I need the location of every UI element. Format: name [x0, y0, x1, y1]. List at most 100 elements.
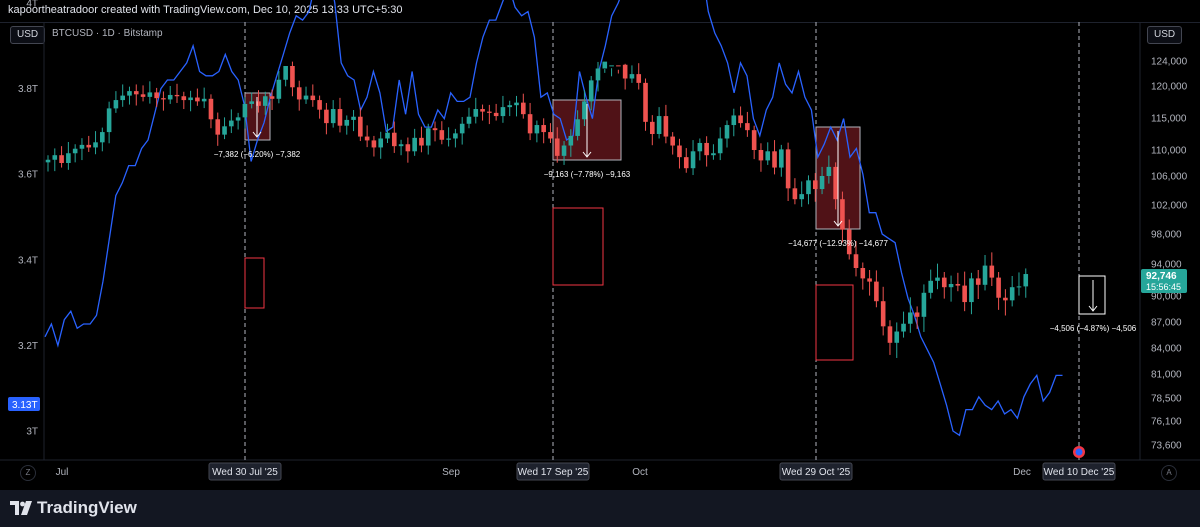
candle-body: [283, 66, 288, 80]
candle-body: [310, 95, 316, 101]
candle-body: [779, 149, 784, 168]
brand-name: TradingView: [37, 498, 137, 517]
price-tick-label: 102,000: [1151, 201, 1188, 212]
candle-body: [697, 142, 703, 152]
candle-body: [833, 166, 838, 200]
candle-body: [677, 145, 682, 158]
candle-body: [826, 166, 832, 176]
candle-body: [412, 137, 417, 152]
candle-body: [629, 74, 635, 79]
price-tick-label: 90,000: [1151, 292, 1182, 303]
symbol-title: BTCUSD · 1D · Bitstamp: [52, 28, 163, 39]
chart-canvas[interactable]: 124,000 120,000 115,000 110,000 106,000 102,0…: [0, 0, 1200, 490]
candle-body: [690, 151, 696, 169]
candle-body: [439, 130, 445, 140]
candle-body: [351, 116, 356, 120]
candle-body: [806, 180, 811, 195]
candle-body: [242, 103, 248, 118]
candle-body: [405, 144, 411, 152]
candle-body: [921, 292, 927, 317]
candle-body: [249, 101, 254, 104]
footer-bar: [0, 490, 1200, 527]
cap-tick-label: 3.2T: [18, 341, 38, 352]
time-axis-label: Oct: [632, 467, 648, 478]
candle-body: [724, 125, 730, 139]
event-flag-inner: [1075, 448, 1083, 456]
measure-arrowhead: [1088, 305, 1098, 312]
candle-body: [473, 109, 479, 117]
time-axis-label: Sep: [442, 467, 460, 478]
candle-body: [846, 229, 852, 255]
left-currency-button[interactable]: USD: [10, 26, 46, 44]
candle-body: [147, 92, 153, 97]
candle-body: [344, 119, 350, 126]
price-tick-label: 73,600: [1151, 441, 1182, 452]
price-tick-label: 106,000: [1151, 172, 1188, 183]
candle-body: [527, 114, 533, 134]
marked-date-badge: [516, 462, 590, 481]
candle-body: [1023, 274, 1029, 287]
price-tick-label: 94,000: [1151, 260, 1182, 271]
candle-body: [86, 144, 92, 148]
candle-body: [711, 153, 716, 156]
candle-body: [772, 151, 777, 168]
right-currency-button[interactable]: USD: [1147, 26, 1183, 44]
measure-arrowhead: [252, 131, 262, 138]
candle-body: [446, 138, 451, 140]
candle-body: [602, 61, 608, 69]
candles-group: [45, 61, 1029, 358]
marked-date-label: Wed 17 Sep '25: [518, 467, 589, 478]
candle-body: [568, 135, 574, 146]
marked-date-label: Wed 29 Oct '25: [782, 467, 851, 478]
marked-date-badge: [779, 462, 853, 481]
price-tick-label: 120,000: [1151, 82, 1188, 93]
price-tick-label: 84,000: [1151, 344, 1182, 355]
candle-body: [955, 284, 961, 286]
auto-scale-right-button[interactable]: A: [1161, 465, 1177, 481]
candle-body: [432, 128, 438, 131]
candle-body: [229, 120, 234, 127]
candle-body: [215, 119, 221, 135]
price-tick-label: 76,100: [1151, 417, 1182, 428]
candle-body: [765, 151, 771, 161]
candle-body: [140, 94, 146, 97]
last-price-countdown: 15:56:45: [1146, 282, 1181, 292]
candle-body: [391, 132, 397, 147]
candle-body: [636, 74, 642, 83]
candle-body: [500, 107, 506, 117]
candle-body: [133, 91, 139, 95]
candle-body: [534, 125, 540, 134]
candle-body: [643, 82, 648, 122]
candle-body: [466, 116, 472, 124]
auto-scale-left-button[interactable]: Z: [20, 465, 36, 481]
marked-date-label: Wed 30 Jul '25: [212, 467, 278, 478]
candle-body: [840, 199, 845, 230]
candle-body: [154, 92, 159, 99]
measure-arrowhead: [833, 220, 843, 227]
tradingview-logo[interactable]: TradingView: [10, 497, 137, 519]
candle-body: [59, 155, 64, 163]
candle-body: [337, 109, 343, 126]
candle-body: [521, 102, 526, 115]
candle-body: [588, 80, 594, 102]
candle-body: [554, 138, 560, 156]
cap-tick-label: 4T: [26, 0, 38, 10]
measure-label: −4,506 (−4.87%) −4,506: [1050, 324, 1137, 333]
candle-body: [867, 278, 872, 282]
candle-body: [222, 126, 227, 135]
candle-body: [874, 281, 879, 302]
price-tick-label: 110,000: [1151, 146, 1187, 157]
candle-body: [650, 121, 655, 134]
candle-body: [941, 277, 947, 288]
candle-body: [853, 254, 859, 268]
candle-body: [195, 97, 200, 102]
cap-drop-box: [244, 257, 265, 309]
cap-tick-label: 3.8T: [18, 84, 38, 95]
candle-body: [167, 94, 173, 100]
candle-body: [201, 98, 207, 102]
candle-body: [751, 130, 757, 150]
candle-body: [188, 97, 193, 101]
price-tick-label: 115,000: [1151, 114, 1187, 125]
candle-body: [656, 116, 662, 134]
candle-body: [324, 109, 329, 124]
